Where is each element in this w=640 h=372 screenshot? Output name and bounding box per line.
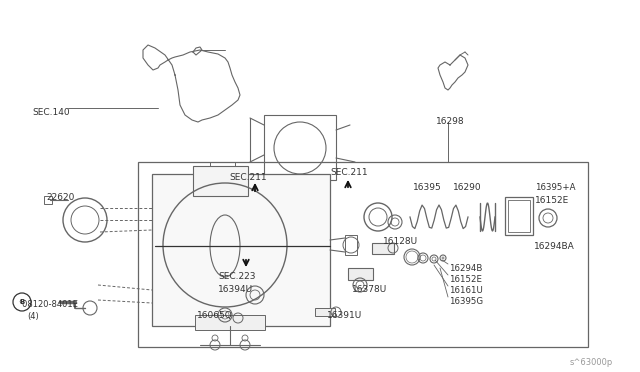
Text: °08120-8401E: °08120-8401E (18, 300, 78, 309)
Text: 16152E: 16152E (449, 275, 482, 284)
Text: 16395G: 16395G (449, 297, 483, 306)
Text: (4): (4) (27, 312, 39, 321)
Bar (348, 268, 373, 280)
Bar (345, 235, 357, 255)
Text: SEC.211: SEC.211 (229, 173, 267, 182)
Text: 16395: 16395 (413, 183, 442, 192)
Text: 16394U: 16394U (218, 285, 253, 294)
Text: SEC.211: SEC.211 (330, 168, 367, 177)
Text: 16161U: 16161U (449, 286, 483, 295)
Text: SEC.140: SEC.140 (32, 108, 70, 117)
Text: 16378U: 16378U (352, 285, 387, 294)
Bar (152, 174, 330, 326)
Text: 16294BA: 16294BA (534, 242, 575, 251)
Bar (372, 243, 394, 254)
Text: s^63000p: s^63000p (570, 358, 613, 367)
Bar (505, 197, 533, 235)
Text: SEC.223: SEC.223 (218, 272, 255, 281)
Text: 16395+A: 16395+A (535, 183, 575, 192)
Bar (264, 115, 336, 180)
Text: 16128U: 16128U (383, 237, 418, 246)
Bar (315, 308, 335, 316)
Text: B: B (19, 299, 24, 305)
Bar (193, 166, 248, 196)
Text: 16391U: 16391U (327, 311, 362, 320)
Text: 22620: 22620 (46, 193, 74, 202)
Text: 16294B: 16294B (449, 264, 483, 273)
Text: 16065Q: 16065Q (197, 311, 233, 320)
Text: 16152E: 16152E (535, 196, 569, 205)
Text: 16298: 16298 (436, 117, 465, 126)
Bar (195, 315, 265, 330)
Bar (508, 200, 530, 232)
Bar (44, 196, 52, 204)
Bar (138, 162, 588, 347)
Text: 16290: 16290 (453, 183, 482, 192)
